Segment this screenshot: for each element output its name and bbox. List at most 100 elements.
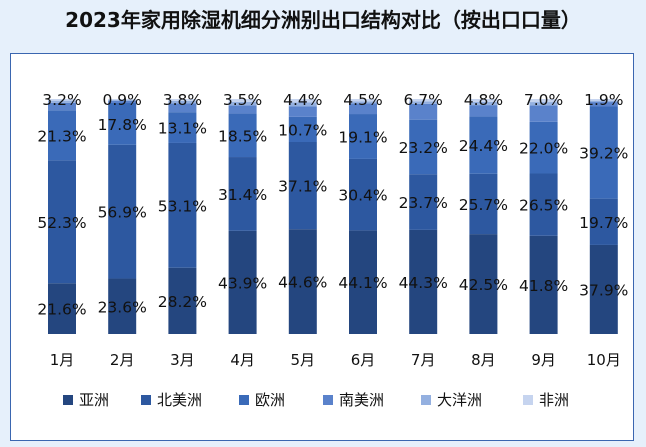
bar-segment	[228, 101, 257, 106]
x-tick-label: 2月	[110, 351, 135, 369]
bar-segment	[469, 99, 498, 102]
bar-segment	[108, 100, 137, 103]
bar-segment	[529, 99, 558, 103]
bar-segment	[589, 198, 618, 245]
data-label: 23.6%	[98, 298, 147, 316]
data-label: 10.7%	[278, 121, 327, 139]
data-label: 4.5%	[343, 91, 382, 109]
bar-segment	[529, 105, 558, 122]
bar-segment	[48, 283, 76, 334]
bar-segment	[288, 142, 317, 230]
data-label: 43.9%	[218, 274, 267, 292]
bar-segment	[168, 112, 197, 143]
legend-label: 欧洲	[255, 391, 285, 409]
x-tick-label: 1月	[50, 351, 75, 369]
bar-segment	[228, 230, 257, 334]
bar-segment	[108, 278, 137, 334]
data-label: 3.8%	[163, 91, 202, 109]
bar-segment	[589, 100, 618, 103]
data-label: 44.6%	[278, 274, 327, 292]
legend-swatch	[239, 395, 249, 405]
chart-panel: 21.6% 52.3% 21.3% 3.2% 1月 23.6% 56.9% 17.8% 0.9%…	[10, 53, 634, 441]
bar-segment	[108, 102, 137, 145]
bar-segment	[409, 174, 438, 230]
bar-segment	[108, 99, 137, 100]
data-label: 44.1%	[338, 274, 387, 292]
x-tick-label: 5月	[291, 351, 316, 369]
data-label: 53.1%	[158, 197, 207, 215]
legend-swatch	[421, 395, 431, 405]
bar-segment	[108, 144, 137, 279]
legend-swatch	[523, 395, 533, 405]
bar-segment	[228, 99, 257, 102]
bar-segment	[108, 99, 137, 101]
bar-segment	[589, 102, 618, 107]
x-tick-label: 3月	[170, 351, 195, 369]
bar-segment	[228, 113, 257, 158]
x-tick-label: 6月	[351, 351, 376, 369]
x-tick-label: 4月	[230, 351, 255, 369]
bar-segment	[48, 110, 76, 161]
legend-swatch	[323, 395, 333, 405]
bar-segment	[529, 173, 558, 236]
bar-segment	[409, 103, 438, 120]
legend-label: 北美洲	[157, 391, 202, 409]
bar-segment	[529, 102, 558, 106]
x-tick-label: 10月	[587, 351, 621, 369]
data-label: 42.5%	[459, 276, 508, 294]
data-label: 44.3%	[399, 274, 448, 292]
bar-segment	[469, 173, 498, 235]
data-label: 18.5%	[218, 127, 267, 145]
bar-segment	[409, 101, 438, 104]
legend-label: 大洋洲	[437, 391, 482, 409]
data-label: 7.0%	[524, 91, 563, 109]
data-label: 17.8%	[98, 116, 147, 134]
bar-segment	[589, 99, 618, 101]
bar-segment	[469, 105, 498, 117]
x-tick-label: 8月	[471, 351, 496, 369]
data-label: 3.5%	[223, 91, 262, 109]
data-label: 19.1%	[338, 128, 387, 146]
data-label: 21.3%	[37, 127, 86, 145]
data-label: 56.9%	[98, 204, 147, 222]
data-label: 37.1%	[278, 178, 327, 196]
bar-segment	[288, 102, 317, 107]
stacked-bar-chart: 21.6% 52.3% 21.3% 3.2% 1月 23.6% 56.9% 17.8% 0.9%…	[37, 91, 628, 409]
data-label: 39.2%	[579, 145, 628, 163]
data-label: 24.4%	[459, 137, 508, 155]
chart-title: 2023年家用除湿机细分洲别出口结构对比（按出口口量）	[65, 8, 581, 32]
data-label: 4.4%	[283, 91, 322, 109]
data-label: 1.9%	[584, 91, 623, 109]
legend-label: 南美洲	[339, 391, 384, 409]
bar-segment	[529, 235, 558, 334]
data-label: 41.8%	[519, 277, 568, 295]
data-label: 19.7%	[579, 214, 628, 232]
bar-segment	[288, 99, 317, 103]
data-label: 3.2%	[42, 91, 81, 109]
bar-segment	[48, 102, 76, 111]
bar-segment	[349, 99, 377, 102]
data-label: 13.1%	[158, 120, 207, 138]
bar-segment	[288, 106, 317, 117]
data-label: 52.3%	[37, 214, 86, 232]
data-label: 25.7%	[459, 196, 508, 214]
bar-segment	[349, 158, 377, 231]
data-label: 30.4%	[338, 187, 387, 205]
bar-segment	[168, 103, 197, 113]
bar-segment	[409, 99, 438, 102]
data-label: 23.7%	[399, 194, 448, 212]
bar-segment	[168, 99, 197, 101]
bar-segment	[409, 229, 438, 334]
bar-segment	[529, 121, 558, 174]
data-label: 4.8%	[464, 91, 503, 109]
data-label: 22.0%	[519, 140, 568, 158]
legend-swatch	[141, 395, 151, 405]
data-label: 28.2%	[158, 293, 207, 311]
bar-segment	[228, 105, 257, 114]
bar-segment	[228, 157, 257, 231]
bar-segment	[589, 244, 618, 334]
bar-segment	[48, 99, 76, 101]
bar-segment	[409, 119, 438, 175]
data-label: 0.9%	[103, 91, 142, 109]
bar-segment	[288, 116, 317, 143]
